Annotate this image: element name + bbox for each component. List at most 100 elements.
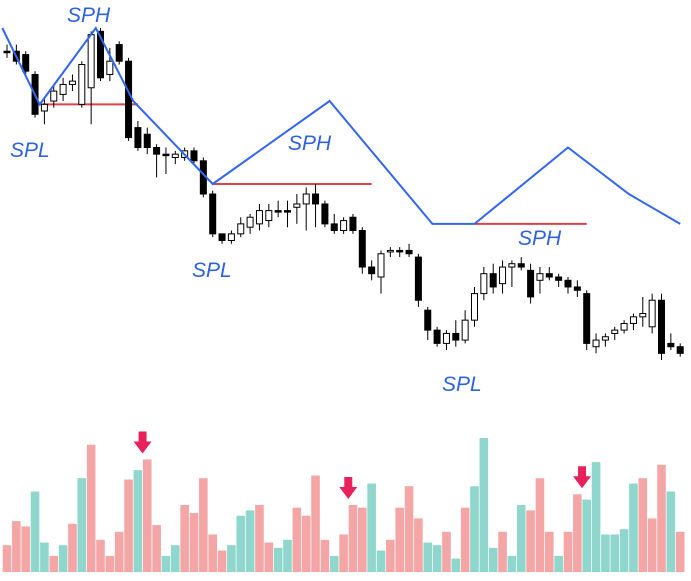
volume-bar-up — [236, 515, 246, 572]
candle-body-down — [153, 147, 161, 155]
candle-body-up — [461, 319, 469, 341]
support-lines — [39, 103, 587, 225]
candle-body-up — [293, 203, 301, 208]
candle-body-down — [658, 299, 665, 354]
volume-bar-down — [208, 534, 217, 572]
volume-bar-down — [142, 459, 152, 572]
candle-body-down — [583, 293, 591, 344]
volume-bar-down — [180, 505, 189, 572]
candle-body-up — [639, 313, 647, 318]
volume-bar-down — [49, 555, 59, 572]
candle-body-down — [405, 249, 413, 255]
volume-bar-down — [264, 542, 274, 572]
volume-bar-up — [619, 529, 629, 572]
volume-bar-down — [292, 507, 302, 572]
candle-body-up — [87, 34, 95, 89]
volume-bar-down — [573, 494, 582, 572]
candle-body-up — [237, 223, 245, 235]
sph-label-3: SPH — [518, 227, 562, 250]
candle-body-down — [573, 286, 581, 291]
volume-bar-down — [2, 545, 12, 572]
candle-body-down — [555, 276, 563, 281]
candle-body-down — [143, 133, 151, 149]
candle-body-down — [162, 153, 170, 157]
candle-body-up — [171, 153, 179, 158]
candle-body-down — [452, 332, 460, 341]
zigzag-line-group — [1, 26, 681, 225]
volume-bar-down — [124, 479, 133, 572]
volume-bar-up — [451, 558, 461, 572]
volume-bar-down — [675, 531, 685, 572]
candle-body-up — [106, 60, 114, 75]
volume-bar-down — [535, 478, 545, 572]
candle-body-down — [676, 346, 684, 354]
candle-body-down — [424, 309, 432, 331]
candle-body-down — [527, 269, 535, 298]
volume-bar-up — [516, 505, 526, 572]
volume-bar-up — [601, 534, 610, 572]
candle-body-up — [377, 253, 385, 278]
volume-bar-up — [582, 499, 591, 572]
candle-body-up — [227, 233, 235, 241]
volume-bar-down — [68, 523, 77, 572]
volume-bar-down — [460, 507, 470, 572]
volume-bar-up — [77, 478, 87, 572]
volume-bar-down — [199, 478, 208, 572]
candle-body-up — [648, 299, 656, 328]
candle-body-up — [620, 322, 628, 331]
volume-bar-up — [591, 462, 601, 572]
candle-body-down — [396, 249, 404, 253]
volume-bar-up — [376, 550, 386, 572]
spl-label-2: SPL — [192, 259, 232, 282]
candle-body-up — [50, 90, 58, 102]
candle-body-down — [22, 54, 30, 72]
volume-bar-up — [227, 545, 236, 572]
candle-body-down — [545, 273, 553, 278]
volume-bar-down — [320, 539, 330, 572]
volume-bar-down — [12, 521, 21, 572]
volume-bar-down — [86, 444, 96, 572]
volume-bar-down — [498, 531, 507, 572]
volume-bar-up — [507, 555, 517, 572]
volume-bar-down — [395, 507, 404, 572]
volume-bar-down — [358, 507, 367, 572]
volume-bar-down — [414, 518, 423, 572]
volume-bar-down — [647, 518, 657, 572]
volume-bar-down — [301, 515, 311, 572]
candle-body-up — [508, 263, 516, 268]
candle-body-up — [592, 339, 600, 348]
candle-body-up — [601, 336, 609, 341]
volume-bar-up — [629, 483, 638, 572]
volume-bar-up — [273, 547, 283, 572]
volume-bar-up — [423, 542, 433, 572]
candle-body-up — [78, 64, 86, 105]
volume-bar-up — [554, 555, 563, 572]
candle-body-down — [284, 210, 291, 213]
candle-body-down — [312, 193, 320, 205]
volume-bar-down — [217, 550, 227, 572]
candle-body-down — [517, 263, 525, 268]
candle-body-down — [564, 279, 572, 288]
candle-body-up — [471, 293, 478, 321]
volume-bar-up — [245, 510, 255, 572]
down-arrow-icon-3 — [573, 466, 592, 489]
volume-bar-up — [432, 545, 442, 572]
volume-bar-up — [133, 470, 143, 572]
volume-bar-down — [189, 513, 199, 572]
volume-bar-up — [367, 483, 376, 572]
candle-body-up — [246, 216, 254, 228]
volume-bar-down — [563, 531, 573, 572]
volume-bar-down — [526, 510, 535, 572]
volume-bar-down — [638, 478, 648, 572]
candle-body-up — [536, 273, 544, 281]
volume-bar-up — [610, 534, 620, 572]
candle-body-up — [265, 210, 273, 222]
candle-body-down — [489, 273, 497, 288]
candle-body-down — [349, 216, 357, 232]
candle-body-down — [667, 342, 675, 348]
sph-label-1: SPH — [67, 4, 111, 27]
volume-bar-up — [488, 547, 498, 572]
candle-body-down — [125, 60, 133, 139]
